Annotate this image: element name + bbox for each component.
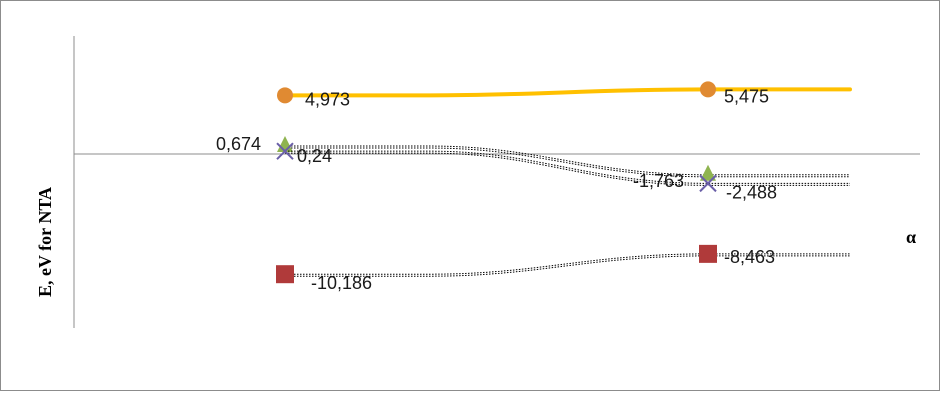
series-1-label-2: 5,475 bbox=[724, 86, 769, 106]
y-axis-label: E, eV for NTA bbox=[35, 187, 55, 297]
series-1: 4,973 5,475 bbox=[277, 81, 852, 109]
series-4: -10,186 -8,463 bbox=[276, 244, 850, 293]
x-axis-label: α bbox=[906, 227, 916, 247]
series-1-line bbox=[283, 87, 852, 98]
series-3-label-1: 0,24 bbox=[297, 146, 332, 166]
series-layer: 4,973 5,475 0,674 -1,763 0,24 -2,488 -10,186 -8… bbox=[216, 81, 852, 293]
series-1-label-1: 4,973 bbox=[305, 89, 350, 109]
series-3-point-2 bbox=[699, 174, 717, 193]
series-3-label-2: -2,488 bbox=[726, 182, 777, 202]
series-2-label-2: -1,763 bbox=[633, 171, 684, 191]
series-4-point-2 bbox=[699, 244, 717, 263]
series-4-label-2: -8,463 bbox=[724, 247, 775, 267]
series-4-line-shadow bbox=[285, 255, 850, 277]
series-4-point-1 bbox=[276, 265, 294, 284]
series-3: 0,24 -2,488 bbox=[276, 142, 850, 202]
series-3-point-1 bbox=[276, 142, 294, 160]
series-4-label-1: -10,186 bbox=[311, 273, 372, 293]
series-1-point-1 bbox=[277, 87, 293, 104]
series-4-line bbox=[285, 253, 850, 275]
series-1-point-2 bbox=[700, 81, 716, 98]
series-2-point-2 bbox=[700, 164, 716, 181]
series-2-label-1: 0,674 bbox=[216, 134, 261, 154]
